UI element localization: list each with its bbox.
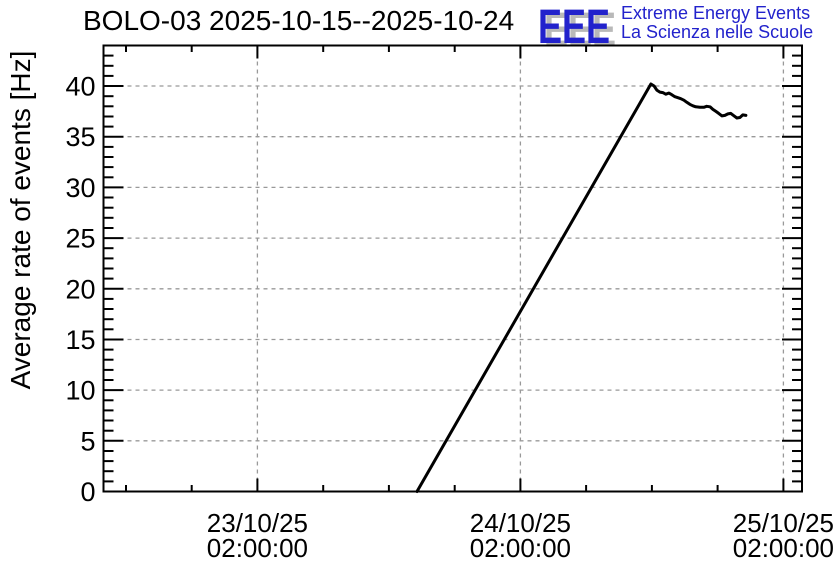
- x-tick-label-date: 25/10/25: [733, 508, 834, 538]
- eee-logo-tagline-line2: La Scienza nelle Scuole: [621, 22, 814, 42]
- y-tick-label: 15: [65, 325, 95, 355]
- x-tick-label-time: 02:00:00: [207, 533, 308, 563]
- plot-frame: [102, 44, 803, 493]
- rate-line: [415, 82, 748, 493]
- y-axis-title: Average rate of events [Hz]: [5, 51, 36, 390]
- y-tick-label: 0: [80, 477, 95, 507]
- y-axis-ticks: [103, 44, 802, 493]
- x-tick-label-time: 02:00:00: [470, 533, 571, 563]
- eee-logo-tagline-line1: Extreme Energy Events: [621, 3, 811, 23]
- y-tick-label: 25: [65, 224, 95, 254]
- eee-logo-tagline: Extreme Energy Events La Scienza nelle S…: [621, 4, 813, 42]
- chart-title: BOLO-03 2025-10-15--2025-10-24: [83, 5, 515, 36]
- x-tick-label-date: 23/10/25: [207, 508, 308, 538]
- y-tick-label: 40: [65, 71, 95, 101]
- y-tick-label: 30: [65, 173, 95, 203]
- eee-logo-acronym: EEE: [538, 1, 611, 54]
- y-tick-label: 35: [65, 122, 95, 152]
- x-tick-label-time: 02:00:00: [733, 533, 834, 563]
- y-tick-label: 20: [65, 274, 95, 304]
- x-tick-labels: 23/10/2502:00:0024/10/2502:00:0025/10/25…: [207, 508, 834, 563]
- x-tick-label-date: 24/10/25: [470, 508, 571, 538]
- gridlines: [103, 45, 802, 492]
- x-axis-ticks: [125, 45, 785, 492]
- y-tick-labels: 0 5 10 15 20 25 30 35 40: [65, 71, 95, 507]
- y-tick-label: 5: [80, 426, 95, 456]
- y-tick-label: 10: [65, 376, 95, 406]
